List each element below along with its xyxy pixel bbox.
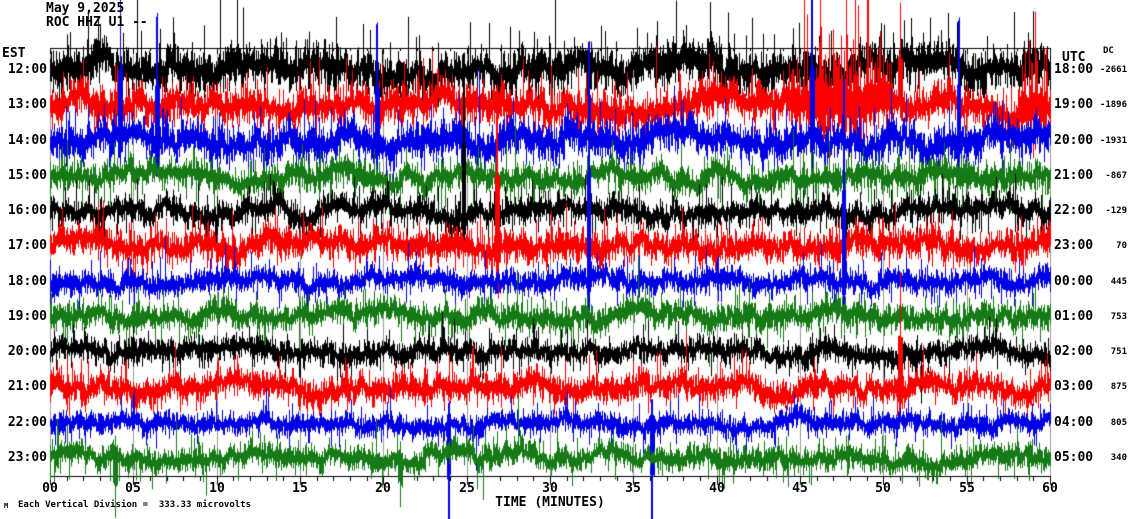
est-hour-label: 12:00 (7, 62, 47, 77)
dc-value: -867 (1105, 171, 1127, 181)
x-axis-tick-label: 45 (792, 481, 808, 496)
dc-value: 805 (1110, 418, 1127, 428)
utc-hour-label: 23:00 (1054, 238, 1094, 253)
dc-value: 753 (1110, 312, 1127, 322)
x-axis-tick-label: 60 (1042, 481, 1058, 496)
utc-hour-label: 03:00 (1054, 379, 1094, 394)
dc-header: DC (1103, 46, 1114, 56)
x-axis-tick-label: 10 (209, 481, 225, 496)
x-axis-tick-label: 55 (959, 481, 975, 496)
utc-hour-label: 21:00 (1054, 168, 1094, 183)
est-hour-label: 16:00 (7, 203, 47, 218)
dc-value: -2661 (1099, 65, 1127, 75)
dc-value: 875 (1110, 382, 1127, 392)
est-hour-label: 13:00 (7, 97, 47, 112)
x-axis-tick-label: 40 (709, 481, 725, 496)
est-hour-label: 18:00 (7, 274, 47, 289)
est-hour-label: 17:00 (7, 238, 47, 253)
est-hour-label: 20:00 (7, 344, 47, 359)
title-date: May 9,2025 (46, 1, 125, 16)
dc-value: -129 (1105, 206, 1127, 216)
dc-value: 70 (1116, 241, 1127, 251)
x-axis-tick-label: 25 (459, 481, 475, 496)
dc-value: 340 (1110, 453, 1127, 463)
utc-hour-label: 20:00 (1054, 133, 1094, 148)
utc-hour-label: 04:00 (1054, 415, 1094, 430)
x-axis-tick-label: 20 (375, 481, 391, 496)
x-axis-tick-label: 50 (875, 481, 891, 496)
dc-value: -1931 (1099, 136, 1127, 146)
dc-value: 751 (1110, 347, 1127, 357)
est-hour-label: 19:00 (7, 309, 47, 324)
est-hour-label: 21:00 (7, 379, 47, 394)
est-hour-label: 15:00 (7, 168, 47, 183)
utc-hour-label: 22:00 (1054, 203, 1094, 218)
utc-hour-label: 00:00 (1054, 274, 1094, 289)
x-axis-tick-label: 05 (125, 481, 141, 496)
est-hour-label: 22:00 (7, 415, 47, 430)
utc-hour-label: 19:00 (1054, 97, 1094, 112)
dc-value: 445 (1110, 277, 1127, 287)
x-axis-tick-label: 15 (292, 481, 308, 496)
dc-value: -1896 (1099, 100, 1127, 110)
x-axis-caption: TIME (MINUTES) (495, 495, 605, 510)
title-station: ROC HHZ U1 -- (46, 15, 148, 30)
est-hour-label: 14:00 (7, 133, 47, 148)
logo-glyph: M (4, 502, 9, 510)
est-header: EST (2, 46, 26, 61)
x-axis-tick-label: 00 (42, 481, 58, 496)
utc-header: UTC (1062, 50, 1086, 65)
x-axis-tick-label: 35 (625, 481, 641, 496)
est-hour-label: 23:00 (7, 450, 47, 465)
division-note: Each Vertical Division = 333.33 microvol… (18, 500, 251, 510)
utc-hour-label: 05:00 (1054, 450, 1094, 465)
x-axis-tick-label: 30 (542, 481, 558, 496)
utc-hour-label: 18:00 (1054, 62, 1094, 77)
utc-hour-label: 01:00 (1054, 309, 1094, 324)
utc-hour-label: 02:00 (1054, 344, 1094, 359)
